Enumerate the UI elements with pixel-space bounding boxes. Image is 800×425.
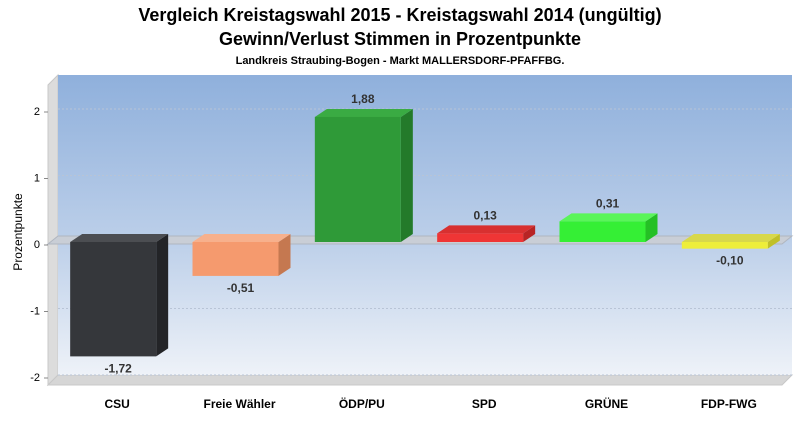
y-tick-label: 0	[34, 239, 40, 251]
y-tick-label: 2	[34, 106, 40, 118]
bar-front	[314, 116, 401, 242]
chart-title: Vergleich Kreistagswahl 2015 - Kreistags…	[138, 5, 661, 25]
category-label: Freie Wähler	[203, 397, 275, 411]
category-label: FDP-FWG	[701, 397, 757, 411]
bar-front	[70, 242, 157, 357]
bar-side	[645, 213, 658, 242]
bar-front	[559, 221, 646, 242]
value-labels: -1,72 -0,51 1,88 0,13 0,31 -0,10	[104, 92, 743, 375]
chart-title-line2: Gewinn/Verlust Stimmen in Prozentpunkte	[219, 29, 581, 49]
plot-floor	[46, 374, 794, 386]
bar-spd	[437, 225, 536, 242]
bar-front	[681, 242, 768, 249]
bar-top	[559, 213, 658, 222]
y-tick-label: 1	[34, 173, 40, 185]
category-label: CSU	[104, 397, 129, 411]
bar-top	[192, 234, 291, 242]
bar-top	[314, 108, 413, 117]
plot-background	[58, 75, 792, 375]
bar-front	[437, 233, 524, 242]
bars-layer	[70, 108, 780, 357]
bar-side	[278, 234, 291, 276]
category-labels: CSU Freie Wähler ÖDP/PU SPD GRÜNE FDP-FWG	[104, 396, 756, 411]
value-label: 1,88	[351, 92, 375, 106]
value-label: -1,72	[104, 361, 132, 375]
value-label: 0,13	[473, 208, 497, 222]
y-tick-label: -2	[30, 372, 40, 384]
category-label: ÖDP/PU	[339, 396, 385, 411]
bar-side	[523, 225, 536, 242]
bar-side	[400, 108, 413, 242]
category-label: GRÜNE	[585, 396, 628, 411]
bar-side	[156, 234, 169, 357]
y-tick-label: -1	[30, 306, 40, 318]
chart-subtitle: Landkreis Straubing-Bogen - Markt MALLER…	[236, 55, 565, 67]
bar-csu	[70, 234, 169, 357]
category-label: SPD	[472, 397, 497, 411]
bar-top	[437, 225, 536, 234]
value-label: -0,51	[227, 281, 255, 295]
bar-freie-wähler	[192, 234, 291, 276]
plot-left-wall	[47, 73, 59, 387]
bar-front	[192, 242, 279, 276]
value-label: 0,31	[596, 196, 620, 210]
value-label: -0,10	[716, 254, 744, 268]
bar-ödp-pu	[314, 108, 413, 242]
bar-side	[767, 234, 780, 249]
bar-top	[681, 234, 780, 242]
y-axis-ticks: 2 1 0 -1 -2	[30, 106, 48, 384]
bar-grüne	[559, 213, 658, 242]
y-axis-label: Prozentpunkte	[11, 193, 25, 271]
bar-fdp-fwg	[681, 234, 780, 249]
bar-top	[70, 234, 169, 242]
